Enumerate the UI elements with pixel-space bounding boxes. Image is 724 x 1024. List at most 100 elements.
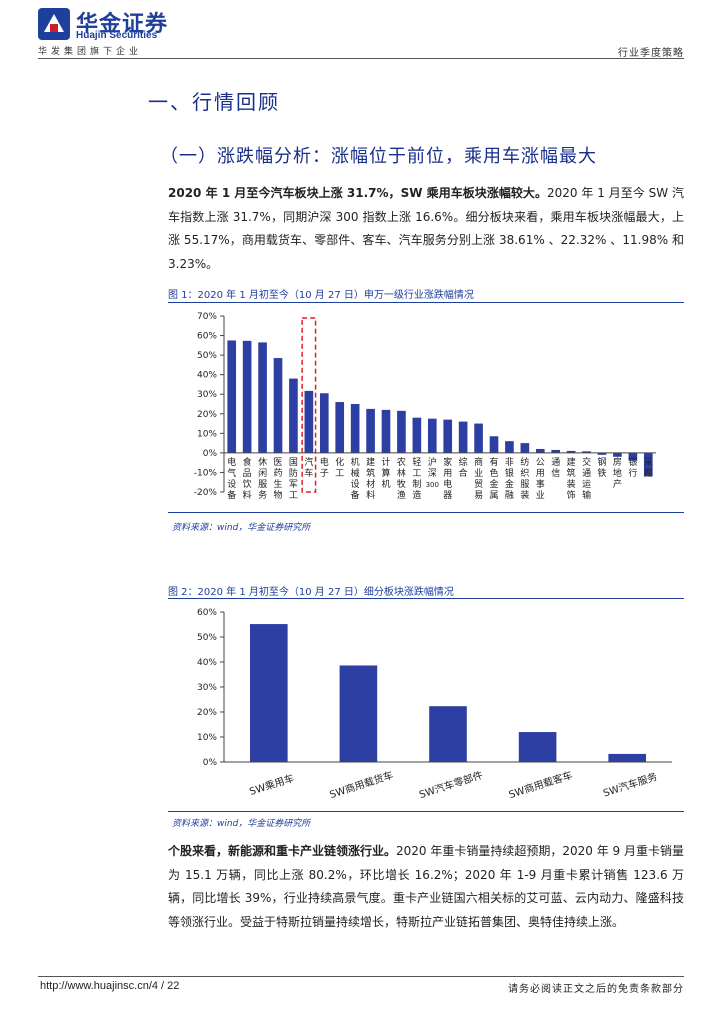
report-type: 行业季度策略 xyxy=(618,48,684,59)
category-label: 采掘 xyxy=(644,457,653,479)
category-label: 汽车 xyxy=(304,456,313,479)
category-label: SW乘用车 xyxy=(248,771,296,798)
figure1-bottom-rule xyxy=(168,512,684,513)
bar xyxy=(242,340,252,453)
category-label: 纺织服装 xyxy=(520,456,529,501)
bar xyxy=(597,452,607,455)
bar xyxy=(412,417,422,453)
bar xyxy=(518,732,557,762)
y-tick-label: 20% xyxy=(197,410,217,420)
category-label: 通信 xyxy=(551,457,560,479)
category-label: 计算机 xyxy=(381,456,390,490)
bar xyxy=(366,408,375,453)
category-label: 食品饮料 xyxy=(243,456,252,501)
bar xyxy=(319,393,329,453)
bar xyxy=(582,451,591,453)
bar xyxy=(474,423,483,453)
bar xyxy=(608,753,647,762)
bar xyxy=(520,443,530,453)
category-label: 家用电器 xyxy=(443,456,452,501)
figure1-title: 图 1：2020 年 1 月初至今（10 月 27 日）申万一级行业涨跌幅情况 xyxy=(168,290,474,301)
figure1-top-rule xyxy=(168,302,684,303)
category-label: 农林牧渔 xyxy=(397,456,406,501)
bar xyxy=(249,624,288,762)
category-label: 机械设备 xyxy=(351,456,360,501)
bar xyxy=(489,436,499,453)
paragraph-stocks-lead: 个股来看，新能源和重卡产业链领涨行业。 xyxy=(168,844,397,858)
category-label: SW汽车零部件 xyxy=(417,768,484,801)
bar xyxy=(535,448,545,453)
category-label: 银行 xyxy=(628,456,637,479)
brand-tagline: 华发集团旗下企业 xyxy=(38,47,143,57)
bar xyxy=(613,452,622,457)
section-title: 一、行情回顾 xyxy=(148,90,280,114)
category-label: SW商用载客车 xyxy=(507,768,574,801)
category-label: SW汽车服务 xyxy=(601,770,659,800)
y-tick-label: 60% xyxy=(197,608,217,618)
category-label: 非银金融 xyxy=(505,456,514,501)
category-label: SW商用载货车 xyxy=(328,768,395,801)
y-tick-label: -10% xyxy=(194,468,218,478)
y-tick-label: 10% xyxy=(197,733,217,743)
bar xyxy=(643,452,653,477)
bar xyxy=(551,449,561,453)
footer-disclaimer: 请务必阅读正文之后的免责条款部分 xyxy=(508,984,684,995)
subsector-returns-chart: 0% 10% 20% 30% 40% 50% 60% SW乘用车 SW商用载货车 SW汽车零部件 S… xyxy=(197,608,672,801)
paragraph-stocks: 个股来看，新能源和重卡产业链领涨行业。2020 年重卡销量持续超预期，2020 … xyxy=(168,840,684,934)
y-tick-label: 0% xyxy=(203,758,218,768)
category-label: 化工 xyxy=(335,456,344,479)
category-label: 轻工制造 xyxy=(412,456,421,501)
category-label: 建筑装饰 xyxy=(567,456,576,501)
subsection-title: （一）涨跌幅分析：涨幅位于前位，乘用车涨幅最大 xyxy=(160,146,597,167)
bar xyxy=(381,409,391,453)
bar xyxy=(339,665,378,762)
figure2-bottom-rule xyxy=(168,811,684,812)
category-label: 交通运输 xyxy=(582,456,591,501)
y-tick-label: 50% xyxy=(197,351,217,361)
y-tick-label: 10% xyxy=(197,429,217,439)
paragraph-summary-body: 2020 年 1 月至今 SW 汽车指数上涨 31.7%，同期沪深 300 指数… xyxy=(168,186,684,271)
footer-divider xyxy=(38,976,684,977)
category-label: 医药生物 xyxy=(273,457,282,501)
category-label: 商业贸易 xyxy=(474,456,483,501)
huajin-logo-icon xyxy=(38,8,70,40)
y-tick-label: -20% xyxy=(194,488,218,498)
paragraph-summary-lead: 2020 年 1 月至今汽车板块上涨 31.7%，SW 乘用车板块涨幅较大。 xyxy=(168,186,547,200)
category-label: 建筑材料 xyxy=(366,456,375,501)
industry-returns-chart: -20% -10% 0% 10% 20% 30% 40% 50% 60% 70% 电气设备食品饮料休… xyxy=(194,312,656,501)
y-tick-label: 70% xyxy=(197,312,217,322)
bar xyxy=(458,421,468,453)
category-label: 国防军工 xyxy=(289,457,298,501)
bar xyxy=(505,441,514,453)
y-tick-label: 40% xyxy=(197,371,217,381)
bar xyxy=(258,342,267,453)
category-label: 房地产 xyxy=(613,456,622,490)
bar xyxy=(566,450,576,453)
y-tick-label: 50% xyxy=(197,633,217,643)
paragraph-summary: 2020 年 1 月至今汽车板块上涨 31.7%，SW 乘用车板块涨幅较大。20… xyxy=(168,182,684,276)
category-label: 电气设备 xyxy=(227,456,236,501)
bar xyxy=(304,390,314,453)
footer-url-page: http://www.huajinsc.cn/4 / 22 xyxy=(40,980,180,992)
figure2-title: 图 2：2020 年 1 月初至今（10 月 27 日）细分板块涨跌幅情况 xyxy=(168,587,454,598)
bar xyxy=(429,706,467,762)
y-tick-label: 30% xyxy=(197,390,217,400)
brand-name-en: Huajin Securities xyxy=(76,30,158,41)
category-label: 有色金属 xyxy=(489,456,498,501)
y-tick-label: 30% xyxy=(197,683,217,693)
highlight-box xyxy=(301,317,317,493)
bar xyxy=(397,410,406,453)
y-tick-label: 0% xyxy=(203,449,218,459)
category-label: 休闲服务 xyxy=(258,456,267,501)
y-tick-label: 40% xyxy=(197,658,217,668)
paragraph-stocks-body: 2020 年重卡销量持续超预期，2020 年 9 月重卡销量为 15.1 万辆，… xyxy=(168,844,684,929)
category-label: 公用事业 xyxy=(536,457,545,501)
header-divider xyxy=(38,58,684,59)
bar xyxy=(427,418,437,453)
category-label: 电子 xyxy=(320,456,329,479)
category-label: 沪深 300 xyxy=(426,456,439,489)
bar xyxy=(273,358,283,453)
brand-name-cn: 华金证券 xyxy=(76,11,169,37)
figure2-top-rule xyxy=(168,598,684,599)
bar xyxy=(628,452,638,461)
